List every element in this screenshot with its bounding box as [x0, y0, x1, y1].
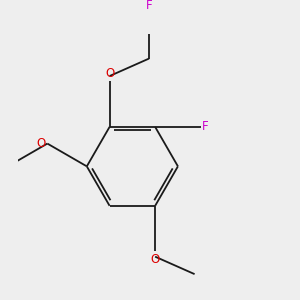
Text: F: F	[202, 120, 209, 134]
Text: O: O	[105, 67, 114, 80]
Text: O: O	[151, 253, 160, 266]
Text: F: F	[146, 0, 152, 11]
Text: O: O	[37, 137, 46, 150]
